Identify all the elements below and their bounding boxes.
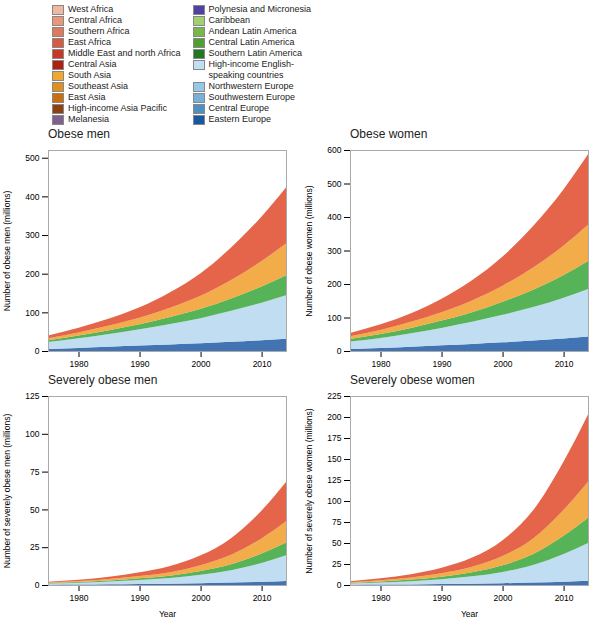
svg-text:1980: 1980 xyxy=(70,593,89,603)
svg-text:Number of obese men (millions): Number of obese men (millions) xyxy=(2,191,12,312)
svg-text:75: 75 xyxy=(30,467,40,477)
html-text:Southeast Asia: Southeast Asia xyxy=(68,81,128,91)
svg-text:225: 225 xyxy=(327,391,341,401)
html-text:East Africa: East Africa xyxy=(68,37,111,47)
svg-text:1990: 1990 xyxy=(131,359,150,369)
svg-text:50: 50 xyxy=(332,538,342,548)
svg-text:2010: 2010 xyxy=(555,593,574,603)
html-text:Central Africa: Central Africa xyxy=(68,15,122,25)
svg-text:Number of obese women (million: Number of obese women (millions) xyxy=(304,185,314,316)
svg-text:2000: 2000 xyxy=(192,359,211,369)
svg-text:100: 100 xyxy=(327,313,341,323)
html-text:Melanesia: Melanesia xyxy=(68,114,109,124)
svg-text:0: 0 xyxy=(35,346,40,356)
svg-text:300: 300 xyxy=(327,246,341,256)
svg-text:175: 175 xyxy=(327,433,341,443)
html-text:Polynesia and Micronesia: Polynesia and Micronesia xyxy=(208,4,312,14)
svg-text:0: 0 xyxy=(337,346,342,356)
svg-text:Number of severely obese men (: Number of severely obese men (millions) xyxy=(2,414,12,569)
svg-text:0: 0 xyxy=(35,580,40,590)
svg-text:100: 100 xyxy=(327,496,341,506)
svg-text:200: 200 xyxy=(327,279,341,289)
svg-text:Year: Year xyxy=(159,609,176,619)
svg-text:2000: 2000 xyxy=(192,593,211,603)
html-text:West Africa: West Africa xyxy=(68,4,114,14)
svg-text:25: 25 xyxy=(30,542,40,552)
html-text:Central Latin America: Central Latin America xyxy=(208,37,295,47)
svg-text:0: 0 xyxy=(337,580,342,590)
svg-text:2010: 2010 xyxy=(555,359,574,369)
svg-text:75: 75 xyxy=(332,517,342,527)
svg-text:2010: 2010 xyxy=(253,359,272,369)
svg-text:1980: 1980 xyxy=(372,593,391,603)
html-text:Severely obese women: Severely obese women xyxy=(350,373,475,387)
svg-text:50: 50 xyxy=(30,505,40,515)
svg-text:400: 400 xyxy=(25,192,39,202)
svg-text:1990: 1990 xyxy=(433,593,452,603)
html-text:Southwestern Europe: Southwestern Europe xyxy=(208,92,296,102)
svg-text:600: 600 xyxy=(327,145,341,155)
html-text:Southern Latin America: Southern Latin America xyxy=(208,48,303,58)
svg-text:1990: 1990 xyxy=(433,359,452,369)
html-text:Eastern Europe: Eastern Europe xyxy=(208,114,272,124)
svg-text:Number of severely obese women: Number of severely obese women (millions… xyxy=(304,408,314,574)
html-text:Caribbean: Caribbean xyxy=(208,15,251,25)
svg-text:100: 100 xyxy=(25,429,39,439)
svg-text:1980: 1980 xyxy=(70,359,89,369)
svg-text:400: 400 xyxy=(327,212,341,222)
svg-text:25: 25 xyxy=(332,559,342,569)
svg-text:2010: 2010 xyxy=(253,593,272,603)
html-text:Obese women: Obese women xyxy=(350,127,428,141)
svg-text:200: 200 xyxy=(25,269,39,279)
html-text:Central Europe: Central Europe xyxy=(208,103,270,113)
html-text:Severely obese men: Severely obese men xyxy=(48,373,158,387)
svg-text:300: 300 xyxy=(25,230,39,240)
html-text:Northwestern Europe: Northwestern Europe xyxy=(208,81,294,91)
svg-text:500: 500 xyxy=(25,153,39,163)
svg-text:1980: 1980 xyxy=(372,359,391,369)
html-text:Central Asia: Central Asia xyxy=(68,59,117,69)
svg-text:Year: Year xyxy=(461,609,478,619)
svg-text:200: 200 xyxy=(327,412,341,422)
html-text:High-income Asia Pacific: High-income Asia Pacific xyxy=(68,103,167,113)
svg-text:125: 125 xyxy=(327,475,341,485)
svg-text:150: 150 xyxy=(327,454,341,464)
svg-text:2000: 2000 xyxy=(494,359,513,369)
svg-text:1990: 1990 xyxy=(131,593,150,603)
svg-text:125: 125 xyxy=(25,391,39,401)
html-text:High-income English- speaking: High-income English- speaking countries xyxy=(208,59,295,80)
html-text:South Asia: South Asia xyxy=(68,70,111,80)
svg-text:2000: 2000 xyxy=(494,593,513,603)
html-text:Obese men: Obese men xyxy=(48,127,110,141)
svg-text:100: 100 xyxy=(25,308,39,318)
html-text:Southern Africa: Southern Africa xyxy=(68,26,130,36)
html-text:East Asia: East Asia xyxy=(68,92,106,102)
html-text:Andean Latin America: Andean Latin America xyxy=(208,26,297,36)
svg-text:500: 500 xyxy=(327,179,341,189)
html-text:Middle East and north Africa: Middle East and north Africa xyxy=(68,48,181,58)
